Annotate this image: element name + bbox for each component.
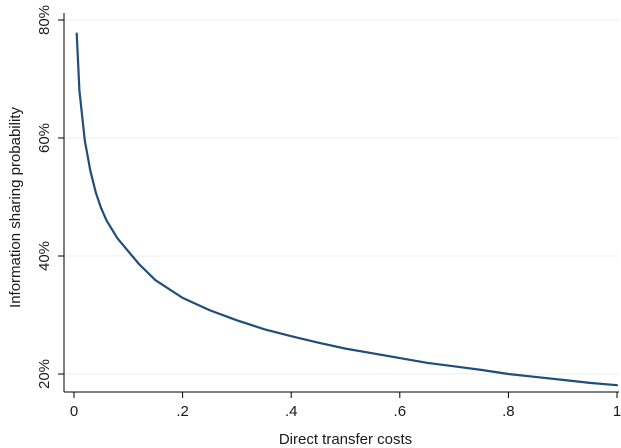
x-tick-label: .2 <box>176 403 189 420</box>
x-tick-label: 0 <box>70 403 78 420</box>
y-tick-label: 80% <box>36 5 53 35</box>
grid-lines <box>64 19 619 375</box>
y-tick-label: 60% <box>36 123 53 153</box>
axes <box>63 13 619 393</box>
ticks: 0 .2 .4 .6 .8 1 20% 40% 60% 80% <box>36 5 621 420</box>
x-tick-label: .8 <box>502 403 515 420</box>
y-tick-label: 20% <box>36 359 53 389</box>
x-tick-label: 1 <box>613 403 621 420</box>
series-layer <box>75 32 619 387</box>
series-line <box>75 32 619 387</box>
x-tick-label: .4 <box>285 403 298 420</box>
x-axis-title: Direct transfer costs <box>279 431 412 448</box>
y-axis-title: Information sharing probability <box>7 107 24 308</box>
x-tick-label: .6 <box>394 403 407 420</box>
y-tick-label: 40% <box>36 241 53 271</box>
